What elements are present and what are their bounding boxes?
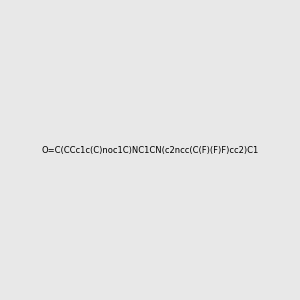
Text: O=C(CCc1c(C)noc1C)NC1CN(c2ncc(C(F)(F)F)cc2)C1: O=C(CCc1c(C)noc1C)NC1CN(c2ncc(C(F)(F)F)c…: [41, 146, 259, 154]
